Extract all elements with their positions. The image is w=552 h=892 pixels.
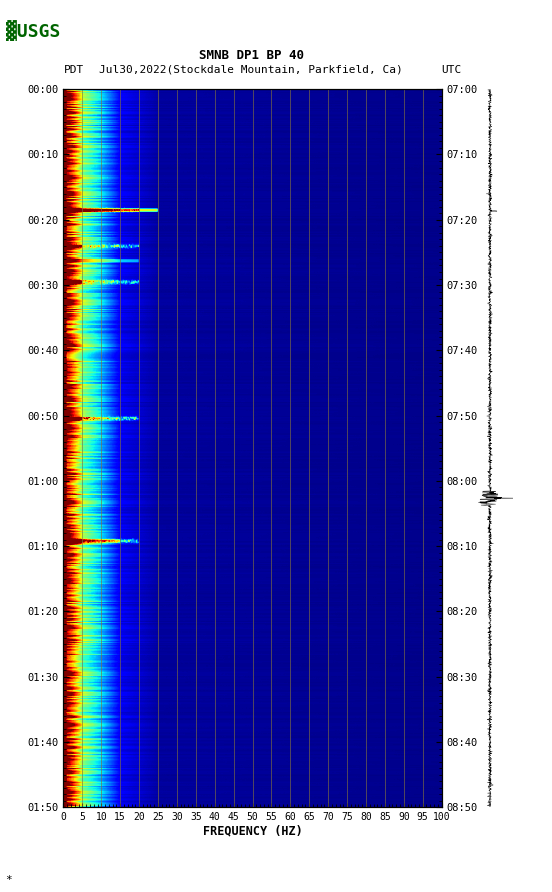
Text: ▓USGS: ▓USGS [6,21,60,41]
Text: PDT: PDT [63,64,84,75]
Text: *: * [6,875,12,885]
Text: Jul30,2022(Stockdale Mountain, Parkfield, Ca): Jul30,2022(Stockdale Mountain, Parkfield… [99,64,403,75]
Text: SMNB DP1 BP 40: SMNB DP1 BP 40 [199,49,304,62]
X-axis label: FREQUENCY (HZ): FREQUENCY (HZ) [203,825,302,838]
Text: UTC: UTC [442,64,462,75]
